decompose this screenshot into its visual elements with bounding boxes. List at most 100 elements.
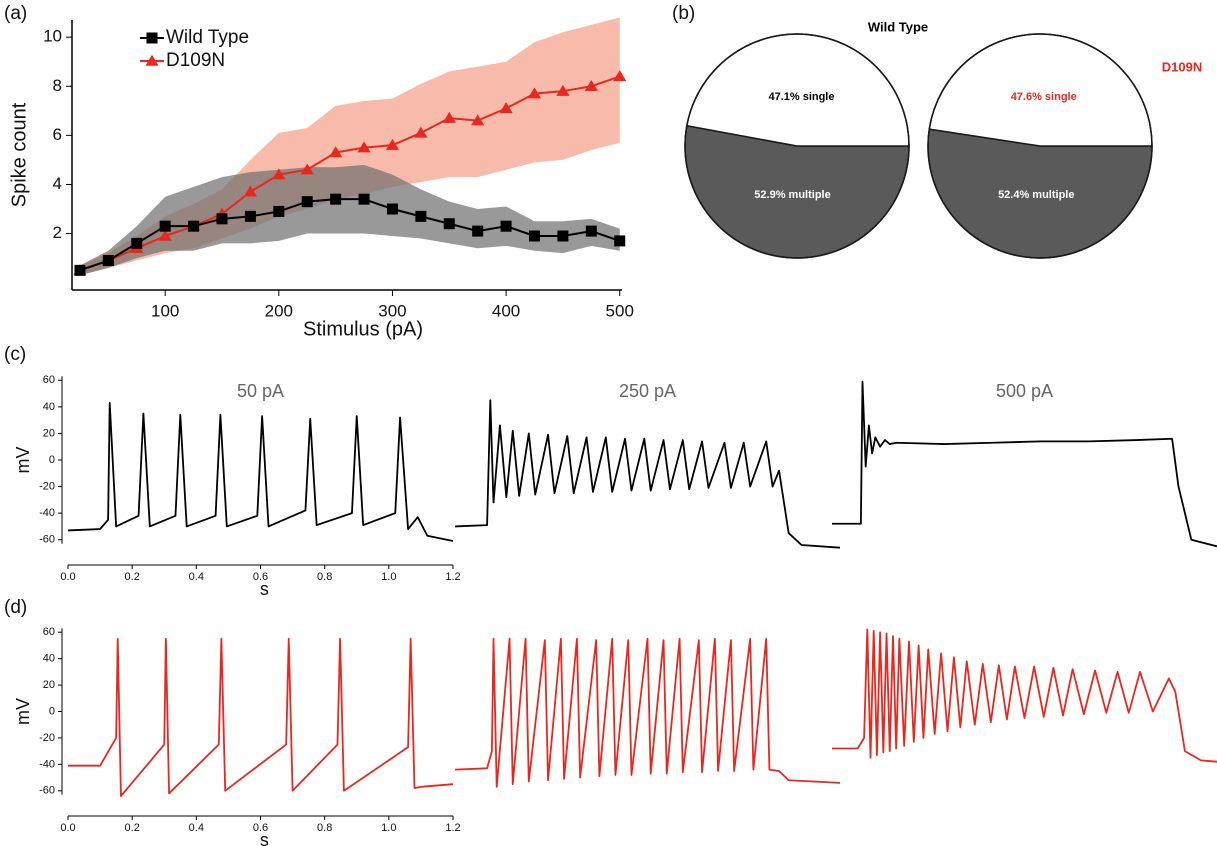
marker [131,237,143,249]
pie-title: D109N [1162,59,1202,74]
line [68,637,454,797]
trace-title: 250 pA [619,381,676,401]
y-tick-label: 8 [53,76,62,95]
marker [385,138,400,150]
x-tick-label: 500 [606,301,634,320]
marker [330,193,342,205]
marker [471,114,485,126]
y-tick-label: 40 [43,653,55,665]
marker [244,210,256,222]
x-tick-label: 100 [151,301,179,320]
y-tick-label: 6 [53,125,62,144]
panel-label: (c) [4,344,26,365]
y-tick-label: 60 [43,374,55,386]
marker [188,220,200,232]
marker [329,146,343,158]
y-tick-label: 20 [43,427,55,439]
marker [300,163,314,175]
x-tick-label: 0.4 [189,822,204,834]
x-tick-label: 0.8 [317,571,332,583]
x-tick-label: 200 [265,301,293,320]
pie-label: 47.6% single [1011,91,1077,103]
pie-outline [927,33,1153,259]
marker [557,230,569,242]
x-tick-label: 0.6 [253,822,268,834]
x-axis-title: s [260,579,269,599]
y-axis-title: mV [13,447,33,474]
x-tick-label: 0.4 [189,571,204,583]
y-tick-label: -20 [39,480,55,492]
x-tick-label: 300 [378,301,406,320]
marker [158,229,172,241]
legend-marker [146,32,158,44]
x-tick-label: 400 [492,301,520,320]
marker [500,220,512,232]
marker [386,203,398,215]
x-axis-title: Stimulus (pA) [303,318,423,340]
marker [472,225,484,237]
y-axis-title: Spike count [8,102,30,207]
marker [585,225,597,237]
x-tick-label: 0.6 [253,571,268,583]
marker [443,218,455,230]
x-axis-title: s [260,830,269,846]
marker [301,196,313,208]
y-tick-label: -40 [39,507,55,519]
marker [556,84,570,96]
line [832,628,1217,763]
line [454,399,841,549]
panel-label: (d) [4,597,27,618]
marker [216,213,228,225]
marker [614,235,626,247]
x-tick-label: 1.0 [381,822,396,834]
pie-label: 47.1% single [768,91,834,103]
legend-marker [145,54,159,66]
y-tick-label: -60 [39,785,55,797]
panel-label: (b) [672,3,695,24]
x-tick-label: 1.2 [445,822,460,834]
y-tick-label: 2 [53,223,62,242]
marker [273,205,285,217]
x-tick-label: 0.0 [60,571,75,583]
marker [243,185,258,197]
panel-label: (a) [4,3,27,24]
marker [357,141,371,153]
y-tick-label: 20 [43,679,55,691]
x-tick-label: 1.2 [445,571,460,583]
y-tick-label: 40 [43,401,55,413]
line [454,637,841,788]
y-tick-label: 10 [43,27,62,46]
y-tick-label: 0 [49,705,55,717]
y-tick-label: -60 [39,534,55,546]
marker [358,193,370,205]
marker [159,220,171,232]
legend-label: Wild Type [166,27,249,48]
x-tick-label: 0.2 [125,822,140,834]
marker [527,87,542,99]
marker [102,255,114,267]
pie-label: 52.9% multiple [754,189,830,201]
marker [613,70,627,82]
marker [272,168,286,180]
trace-title: 500 pA [996,381,1053,401]
line [832,380,1217,548]
pie-outline [684,33,910,259]
y-tick-label: -40 [39,758,55,770]
x-tick-label: 0.0 [60,822,75,834]
y-tick-label: -20 [39,732,55,744]
marker [414,126,428,138]
marker [584,80,598,91]
x-tick-label: 0.8 [317,822,332,834]
marker [499,102,513,114]
marker [529,230,540,242]
pie-label: 52.4% multiple [998,189,1074,201]
marker [442,111,456,123]
trace-title: 50 pA [237,381,284,401]
error-band [79,164,620,276]
y-axis-title: mV [13,698,33,725]
y-tick-label: 60 [43,626,55,638]
x-tick-label: 0.2 [125,571,140,583]
marker [415,210,427,222]
x-tick-label: 1.0 [381,571,396,583]
